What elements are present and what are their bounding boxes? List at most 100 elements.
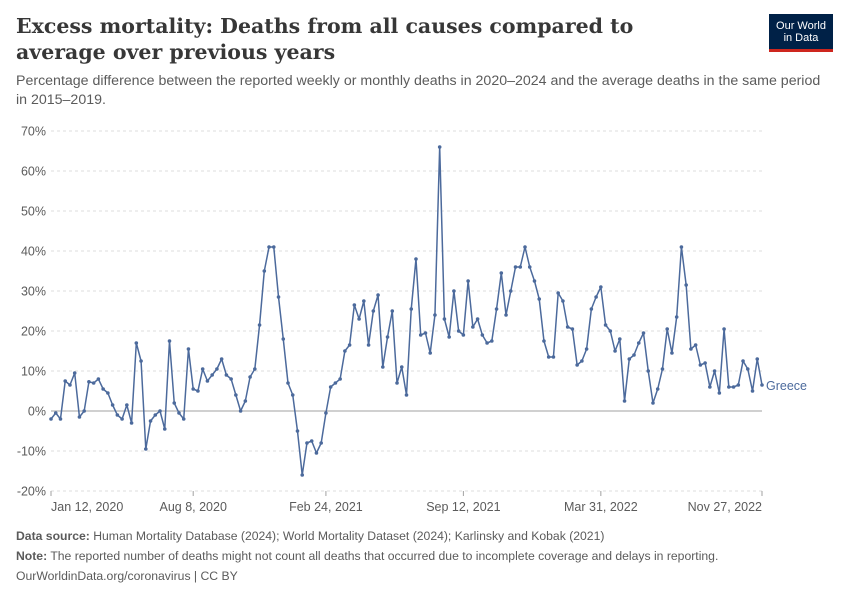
data-point	[357, 317, 361, 321]
data-point	[508, 289, 513, 293]
data-point	[698, 363, 703, 367]
data-point	[475, 317, 480, 321]
data-point	[96, 377, 101, 381]
data-point	[158, 409, 162, 413]
data-point	[314, 451, 319, 455]
data-point	[622, 399, 627, 403]
data-point	[627, 357, 632, 361]
data-point	[599, 285, 603, 289]
x-axis-tick-labels: Jan 12, 2020 Aug 8, 2020 Feb 24, 2021 Sep 1…	[50, 491, 763, 514]
data-point	[210, 373, 214, 377]
data-point	[655, 387, 660, 391]
data-point	[471, 325, 475, 329]
data-point	[561, 299, 565, 303]
y-axis-tick-labels: -20% -10% 0% 10% 20% 30% 40% 50% 60% 70%	[17, 125, 46, 499]
note-text: The reported number of deaths might not …	[50, 549, 719, 563]
data-point	[712, 369, 717, 373]
data-point	[381, 365, 385, 369]
data-point	[167, 339, 172, 343]
data-point	[537, 297, 542, 301]
data-point	[87, 380, 91, 384]
data-point	[641, 331, 646, 335]
x-tick-label: Nov 27, 2022	[688, 500, 762, 514]
data-point	[120, 417, 124, 421]
data-point	[546, 355, 551, 359]
data-point	[253, 367, 257, 371]
data-point	[324, 411, 328, 415]
data-point	[727, 385, 731, 389]
gridlines	[51, 130, 762, 492]
data-point	[362, 299, 366, 303]
data-point	[352, 303, 357, 307]
data-point	[736, 383, 741, 387]
data-point	[485, 341, 489, 345]
owid-logo[interactable]: Our World in Data	[769, 14, 833, 52]
chart-subtitle: Percentage difference between the report…	[16, 73, 821, 108]
data-point	[115, 413, 120, 417]
data-point	[106, 391, 110, 395]
data-point	[58, 417, 63, 421]
y-tick-label: 20%	[21, 325, 46, 339]
data-point	[177, 411, 181, 415]
data-point	[490, 339, 494, 343]
data-point	[234, 393, 238, 397]
note-label: Note:	[16, 549, 48, 563]
data-point	[290, 393, 295, 397]
data-point	[418, 333, 423, 337]
data-point	[328, 385, 333, 389]
data-point	[665, 327, 669, 331]
data-point	[262, 269, 267, 273]
y-tick-label: 0%	[28, 405, 46, 419]
data-point	[371, 309, 376, 313]
data-point	[442, 317, 447, 321]
y-tick-label: -10%	[17, 445, 46, 459]
logo-line-2: in Data	[783, 32, 819, 44]
y-tick-label: -20%	[17, 485, 46, 499]
data-point	[267, 245, 271, 249]
data-point	[404, 393, 409, 397]
data-point	[77, 415, 82, 419]
data-point	[347, 343, 352, 347]
data-point	[433, 313, 437, 317]
data-point	[722, 327, 726, 331]
data-point	[608, 329, 613, 333]
data-point	[200, 367, 205, 371]
credit-link[interactable]: OurWorldinData.org/coronavirus | CC BY	[16, 569, 238, 583]
data-point	[238, 409, 243, 413]
data-point	[532, 279, 537, 283]
data-point	[731, 385, 736, 389]
data-point	[518, 265, 523, 269]
data-point	[584, 347, 589, 351]
data-point	[603, 323, 608, 327]
data-point	[575, 363, 579, 367]
data-point	[399, 365, 404, 369]
data-point	[504, 313, 508, 317]
data-point	[101, 387, 105, 391]
data-point	[390, 309, 395, 313]
data-point	[153, 413, 158, 417]
data-point	[466, 279, 470, 283]
data-point	[148, 419, 153, 423]
data-point	[162, 427, 167, 431]
data-point	[684, 283, 688, 287]
data-point	[338, 377, 342, 381]
data-point	[395, 381, 399, 385]
data-point	[551, 355, 556, 359]
data-point	[660, 367, 665, 371]
data-point	[139, 359, 143, 363]
data-point	[276, 295, 281, 299]
data-point	[319, 441, 323, 445]
data-point	[309, 439, 314, 443]
x-tick-label: Mar 31, 2022	[564, 500, 638, 514]
data-point	[414, 257, 418, 261]
data-point	[523, 245, 527, 249]
data-point	[248, 375, 252, 379]
data-point	[480, 333, 485, 337]
data-point	[63, 379, 68, 383]
data-point	[91, 381, 96, 385]
data-point	[134, 341, 139, 345]
data-point	[613, 349, 617, 353]
data-point	[172, 401, 177, 405]
data-point	[181, 417, 186, 421]
data-source-line: Data source: Human Mortality Database (2…	[16, 529, 604, 543]
